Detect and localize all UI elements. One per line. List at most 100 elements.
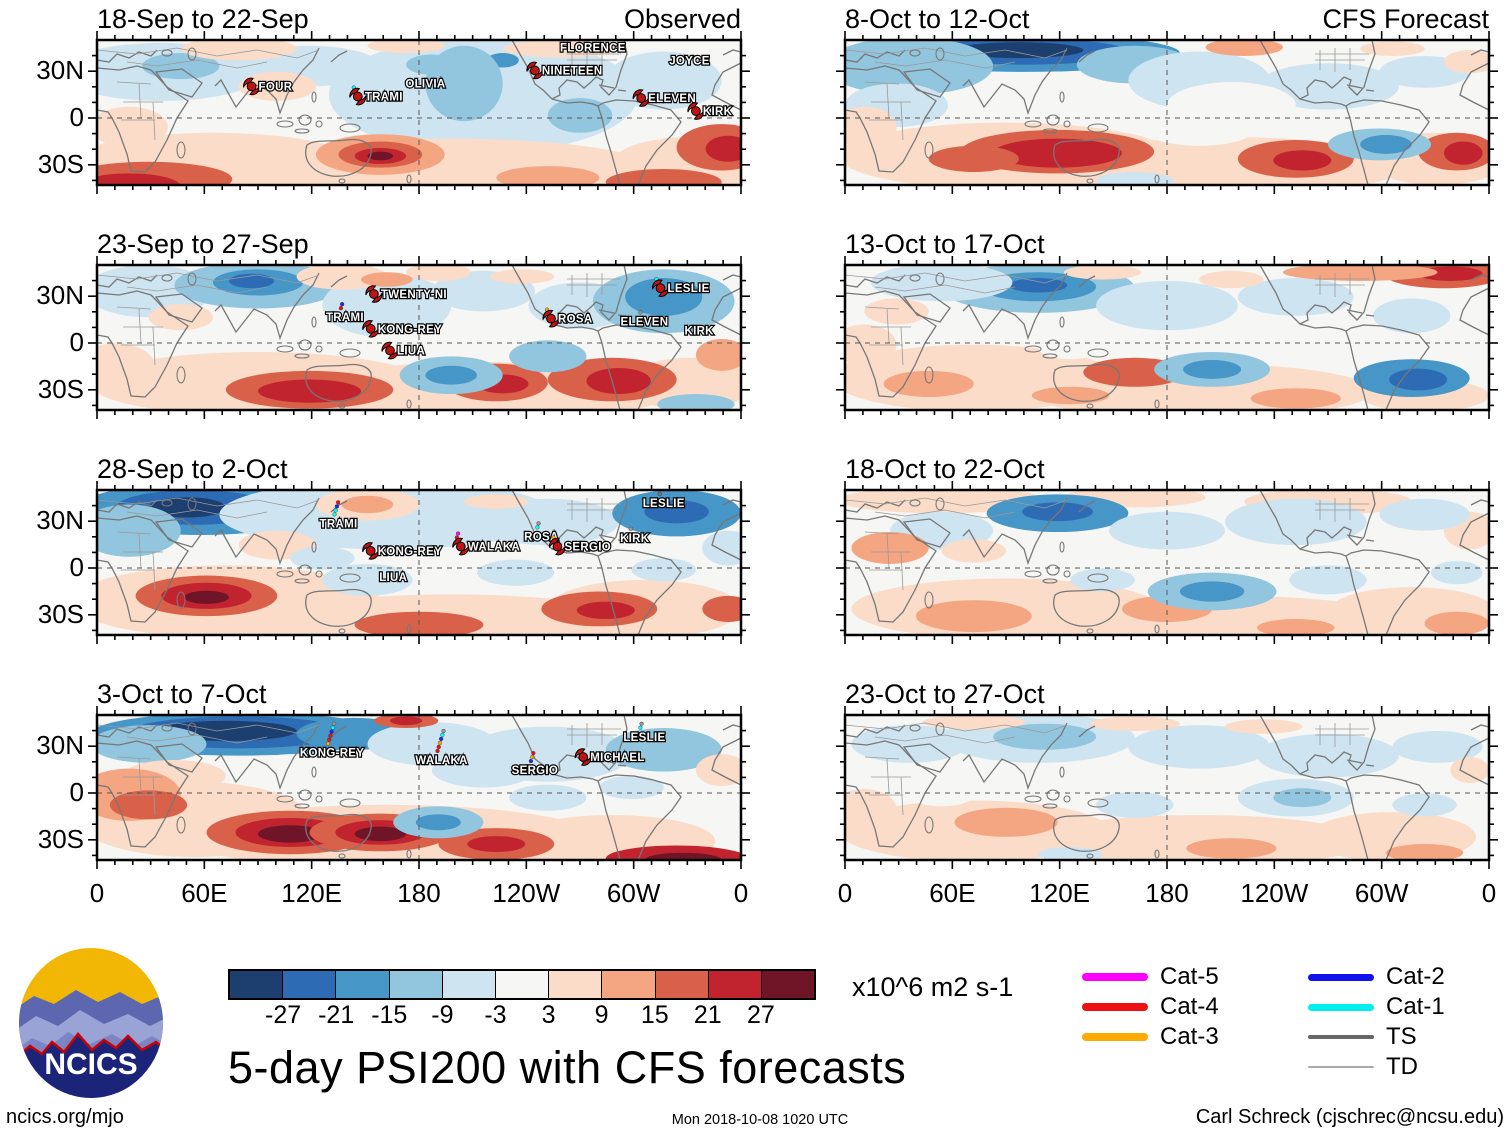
island-coastline: [294, 578, 310, 584]
anomaly-blob: [851, 532, 929, 564]
lat-tick-label: 30N: [36, 730, 84, 761]
axis-ticks: [88, 256, 750, 419]
anomaly-blob: [909, 783, 974, 807]
country-border: [874, 59, 1016, 69]
anomaly-blob: [97, 725, 207, 763]
anomaly-blob: [705, 135, 741, 162]
colorbar-segment: [549, 971, 602, 998]
anomaly-blob: [464, 494, 529, 509]
island-coastline: [339, 798, 361, 808]
island-coastline: [338, 628, 346, 634]
coastline: [597, 549, 682, 635]
island-coastline: [1024, 345, 1042, 353]
panel-title-row: 28-Sep to 2-Oct: [97, 454, 741, 484]
storm-label: LESLIE: [668, 283, 710, 295]
track-dot: [336, 500, 341, 505]
coastline: [962, 272, 1068, 341]
island-coastline: [294, 803, 310, 809]
anomaly-blob: [586, 367, 651, 395]
country-border: [845, 272, 1068, 284]
contour-field: [97, 265, 741, 410]
island-coastline: [1024, 795, 1042, 803]
island-coastline: [161, 49, 173, 57]
country-border: [1315, 723, 1369, 747]
coastline: [305, 363, 372, 402]
anomaly-blob: [845, 106, 897, 148]
coastline: [962, 497, 1068, 566]
island-coastline: [935, 272, 945, 286]
anomaly-blob: [1273, 788, 1332, 808]
coastline: [1346, 84, 1363, 89]
anomaly-blob: [148, 497, 226, 518]
colorbar-segment: [495, 971, 549, 998]
coastline: [722, 49, 741, 56]
coastline: [1053, 138, 1120, 177]
coastline: [845, 515, 937, 623]
island-coastline: [1024, 120, 1042, 128]
island-coastline: [1086, 853, 1094, 859]
hurricane-icon: [349, 87, 367, 106]
coastline: [154, 68, 203, 98]
anomaly-blob: [1199, 270, 1264, 289]
axis-ticks: [88, 706, 750, 869]
coastline: [330, 500, 348, 513]
storm-marker: LESLIE: [622, 721, 666, 745]
legend-label: TD: [1386, 1053, 1418, 1080]
coastline: [1365, 314, 1375, 317]
anomaly-blob: [1257, 63, 1399, 110]
anomaly-blob: [1392, 730, 1483, 763]
colorbar-segment: [336, 971, 389, 998]
island-coastline: [1024, 570, 1042, 578]
anomaly-blob: [1070, 568, 1135, 592]
coastline: [845, 499, 906, 513]
island-coastline: [924, 816, 934, 834]
coastline: [551, 773, 599, 782]
coastline: [214, 497, 320, 566]
legend-item: Cat-3: [1082, 1024, 1219, 1050]
hurricane-icon: [365, 285, 383, 303]
anomaly-blob: [1443, 50, 1489, 74]
country-border: [845, 497, 1068, 509]
coastline: [962, 722, 1068, 791]
colorbar-tick-label: -21: [318, 1001, 355, 1029]
country-border: [864, 531, 911, 591]
storm-marker: SERGIO: [510, 750, 559, 778]
legend-label: Cat-2: [1386, 963, 1445, 990]
island-coastline: [1046, 789, 1060, 801]
island-coastline: [1042, 128, 1058, 134]
coastline: [722, 499, 741, 506]
storm-marker: TRAMI: [325, 302, 365, 325]
logo-text: NCICS: [44, 1048, 137, 1081]
lon-tick-label: 180: [1145, 878, 1189, 908]
track-dot: [628, 526, 633, 531]
lat-tick-label: 30N: [36, 55, 84, 86]
coastline: [154, 293, 203, 323]
island-coastline: [1059, 316, 1065, 328]
anomaly-blob: [1031, 386, 1110, 405]
coastline: [511, 40, 628, 100]
anomaly-blob: [425, 45, 503, 122]
island-coastline: [406, 174, 412, 184]
panel-date-range: 23-Oct to 27-Oct: [845, 679, 1045, 709]
island-coastline: [294, 128, 310, 134]
legend-item: Cat-5: [1082, 964, 1219, 990]
anomaly-blob: [367, 40, 445, 54]
anomaly-blob: [922, 715, 1026, 730]
colorbar-tick-label: 27: [747, 1001, 775, 1029]
island-coastline: [339, 123, 361, 133]
colorbar-segment: [442, 971, 495, 998]
anomaly-blob: [1224, 498, 1367, 546]
country-border: [1315, 273, 1369, 297]
coastline: [1078, 725, 1096, 738]
legend-line-swatch: [1308, 1003, 1374, 1011]
coastline: [305, 138, 372, 177]
island-coastline: [1087, 573, 1109, 583]
legend-label: Cat-5: [1160, 963, 1219, 990]
storm-marker: KONG-REY: [362, 320, 443, 338]
anomaly-blob: [941, 539, 1006, 563]
coastline: [1470, 49, 1489, 56]
coastline: [845, 740, 937, 848]
legend-line-swatch: [1308, 973, 1374, 981]
coastline: [845, 65, 937, 173]
coastline: [1470, 499, 1489, 506]
